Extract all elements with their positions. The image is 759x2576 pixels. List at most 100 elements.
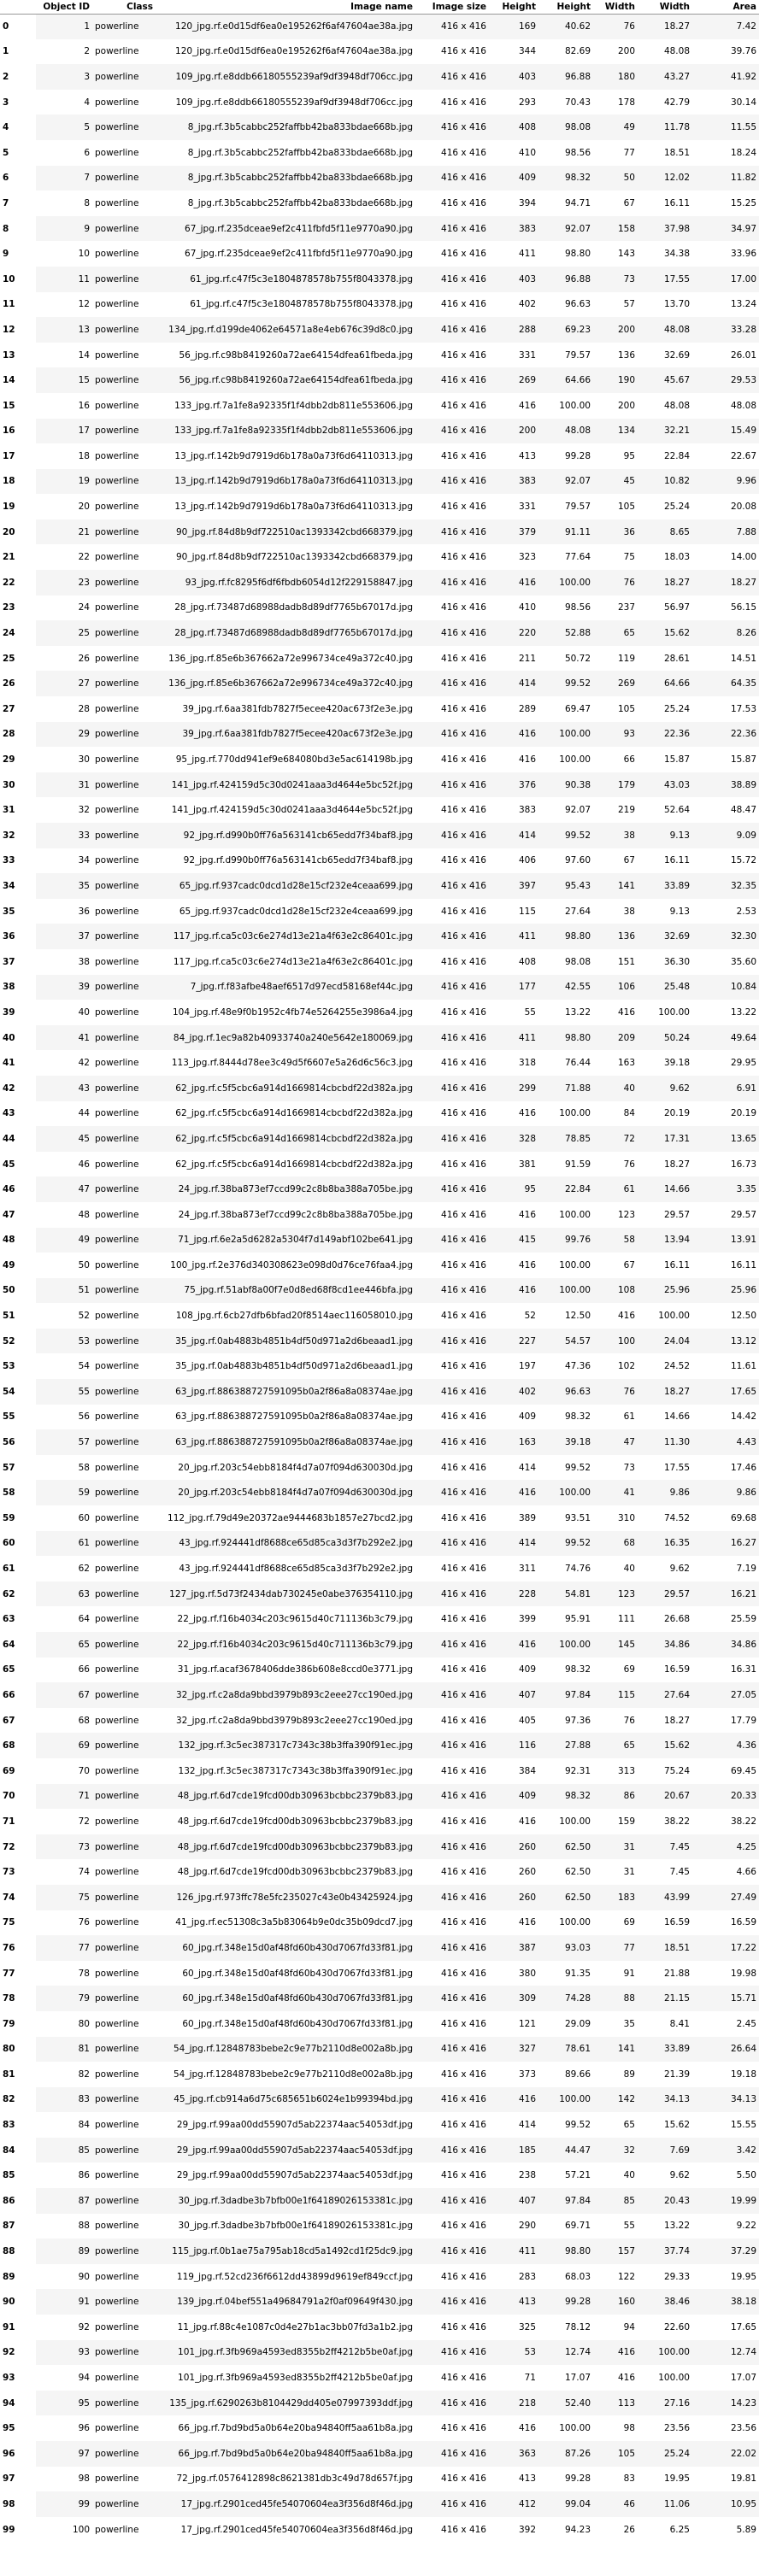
row-index: 29 [3, 754, 15, 766]
area-cell: 17.53 [730, 703, 756, 714]
area-cell: 11.61 [730, 1361, 756, 1372]
table-row: 84 85 powerline 29_jpg.rf.99aa00dd55907d5ab… [0, 2137, 759, 2163]
row-index: 63 [3, 1614, 15, 1625]
class-cell: powerline [95, 1664, 139, 1675]
image-size-cell: 416 x 416 [441, 450, 486, 461]
class-header: Class [92, 0, 156, 15]
width-cell: 313 [617, 1765, 635, 1776]
table-row: 2 3 powerline 109_jpg.rf.e8ddb66180555239af… [0, 64, 759, 90]
image-name-cell: 109_jpg.rf.e8ddb66180555239af9df3948df70… [156, 64, 415, 90]
width-cell: 88 [593, 1986, 638, 2011]
table-row: 88 89 powerline 115_jpg.rf.0b1ae75a795ab18c… [0, 2239, 759, 2264]
image-name-cell: 62_jpg.rf.c5f5cbc6a914d1669814cbcbdf22d3… [156, 1075, 415, 1101]
image-name-cell: 63_jpg.rf.886388727591095b0a2f86a8a08374… [175, 1411, 413, 1423]
height-pct-cell: 91.35 [564, 1968, 591, 1979]
table-row: 33 34 powerline 92_jpg.rf.d990b0ff76a563141… [0, 848, 759, 874]
object-id-cell: 75 [36, 1884, 92, 1910]
area-cell: 15.49 [692, 418, 759, 444]
image-size-cell: 416 x 416 [415, 64, 489, 90]
class-cell: powerline [92, 2390, 156, 2416]
height-cell: 283 [518, 2271, 536, 2282]
object-id-cell: 58 [78, 1462, 90, 1473]
row-index: 52 [3, 1335, 15, 1347]
row-index: 84 [3, 2145, 15, 2156]
height-pct-cell: 98.56 [564, 602, 591, 613]
image-size-cell: 416 x 416 [415, 2036, 489, 2063]
image-name-cell: 65_jpg.rf.937cadc0dcd1d28e15cf232e4ceaa6… [156, 873, 415, 899]
object-id-cell: 69 [36, 1733, 92, 1758]
table-row: 0 1 powerline 120_jpg.rf.e0d15df6ea0e195262… [0, 14, 759, 39]
height-cell: 116 [489, 1733, 538, 1758]
height-cell: 407 [489, 2188, 538, 2214]
object-id-cell: 14 [78, 349, 90, 361]
width-pct-cell: 27.64 [638, 1682, 692, 1708]
image-size-cell: 416 x 416 [441, 1765, 486, 1776]
object-id-cell: 76 [78, 1917, 90, 1928]
height-pct-cell: 29.09 [564, 2018, 591, 2029]
image-name-cell: 43_jpg.rf.924441df8688ce65d85ca3d3f7b292… [179, 1564, 413, 1575]
width-pct-cell: 15.87 [663, 754, 690, 766]
image-name-cell: 32_jpg.rf.c2a8da9bbd3979b893c2eee27cc190… [156, 1682, 415, 1708]
class-cell: powerline [92, 1986, 156, 2011]
image-size-cell: 416 x 416 [441, 1968, 486, 1979]
class-cell: powerline [95, 1917, 139, 1928]
height-cell: 403 [489, 64, 538, 90]
area-cell: 48.47 [730, 805, 756, 816]
row-index: 1 [3, 46, 9, 57]
object-id-cell: 80 [78, 2018, 90, 2029]
width-pct-cell: 18.27 [638, 1379, 692, 1405]
width-pct-cell: 10.82 [638, 468, 692, 495]
height-pct-cell: 42.55 [538, 974, 593, 1000]
area-cell: 34.86 [692, 1632, 759, 1658]
width-pct-cell: 16.59 [663, 1664, 690, 1675]
height-pct-cell: 98.56 [564, 147, 591, 158]
height-pct-header: Height [538, 0, 593, 15]
object-id-cell: 24 [78, 602, 90, 613]
row-index: 15 [3, 400, 15, 411]
table-row: 29 30 powerline 95_jpg.rf.770dd941ef9e68408… [0, 747, 759, 772]
class-cell: powerline [92, 1126, 156, 1152]
image-name-cell: 48_jpg.rf.6d7cde19fcd00db30963bcbbc2379b… [177, 1867, 413, 1878]
width-pct-cell: 37.74 [638, 2239, 692, 2264]
row-index: 64 [3, 1639, 15, 1650]
area-cell: 15.71 [692, 1986, 759, 2011]
image-size-cell: 416 x 416 [415, 2441, 489, 2467]
area-cell: 4.25 [692, 1834, 759, 1860]
row-index: 91 [3, 2321, 15, 2332]
class-cell: powerline [95, 46, 139, 57]
object-id-cell: 84 [78, 2120, 90, 2131]
width-pct-cell: 11.30 [638, 1429, 692, 1455]
area-cell: 25.96 [692, 1277, 759, 1304]
area-cell: 19.81 [730, 2473, 756, 2485]
table-row: 98 99 powerline 17_jpg.rf.2901ced45fe540706… [0, 2491, 759, 2517]
area-cell: 56.15 [730, 602, 756, 613]
object-id-cell: 4 [84, 97, 90, 108]
width-cell: 69 [623, 1917, 635, 1928]
row-index: 81 [3, 2068, 15, 2080]
row-index: 8 [3, 223, 9, 234]
area-cell: 18.27 [692, 570, 759, 596]
class-cell: powerline [92, 1379, 156, 1405]
width-pct-cell: 21.88 [663, 1968, 690, 1979]
row-index: 65 [3, 1664, 15, 1675]
area-cell: 15.87 [730, 754, 756, 766]
image-size-cell: 416 x 416 [441, 2221, 486, 2232]
area-cell: 9.22 [736, 2221, 756, 2232]
object-id-cell: 96 [78, 2423, 90, 2434]
image-size-cell: 416 x 416 [415, 1277, 489, 1304]
table-row: 13 14 powerline 56_jpg.rf.c98b8419260a72ae6… [0, 343, 759, 368]
image-size-cell: 416 x 416 [441, 249, 486, 260]
image-name-cell: 132_jpg.rf.3c5ec387317c7343c38b3ffa390f9… [156, 1733, 415, 1758]
table-row: 89 90 powerline 119_jpg.rf.52cd236f6612dd43… [0, 2264, 759, 2290]
class-cell: powerline [95, 2068, 139, 2080]
image-size-cell: 416 x 416 [415, 2086, 489, 2113]
height-cell: 387 [489, 1935, 538, 1961]
height-cell: 406 [518, 855, 536, 866]
image-size-cell: 416 x 416 [441, 2423, 486, 2434]
table-row: 58 59 powerline 20_jpg.rf.203c54ebb8184f4d7… [0, 1480, 759, 1506]
width-pct-cell: 43.03 [638, 772, 692, 798]
width-cell: 91 [623, 1968, 635, 1979]
width-cell: 106 [593, 974, 638, 1000]
width-cell: 143 [617, 249, 635, 260]
width-cell: 123 [593, 1581, 638, 1607]
